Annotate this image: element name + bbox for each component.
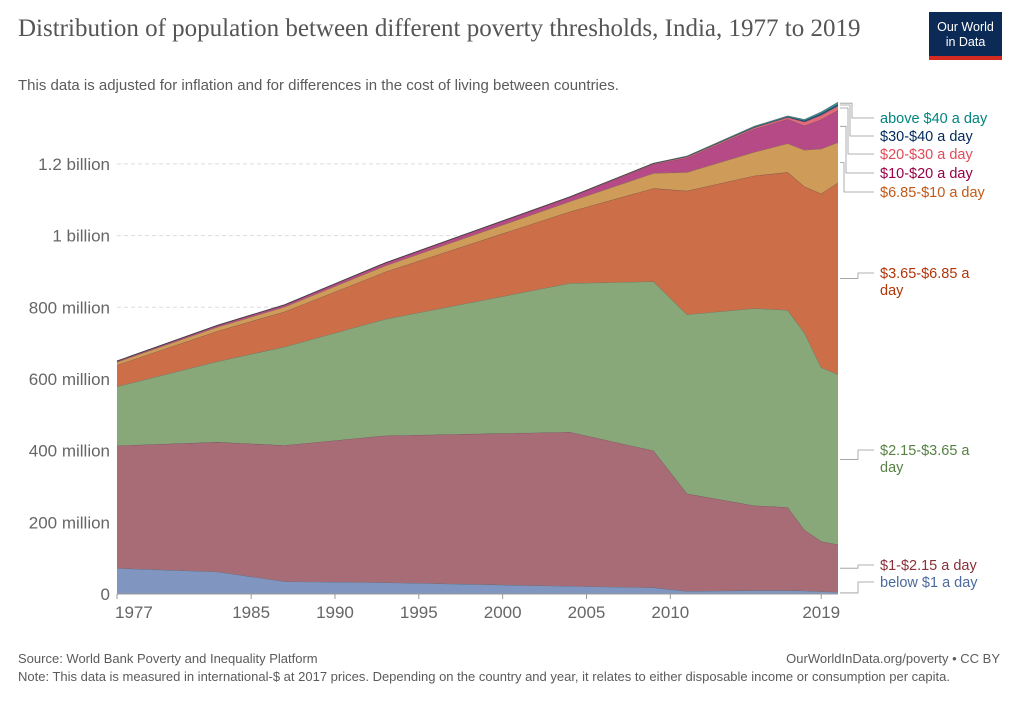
series-label-line: $20-$30 a day [880,147,973,163]
logo-line-2: in Data [945,35,986,49]
series-label-line: below $1 a day [880,575,978,591]
series-label: $20-$30 a day [880,147,973,163]
series-label: below $1 a day [880,575,978,591]
area-series-2 [117,281,838,545]
y-tick-label: 1 billion [52,227,110,246]
stacked-area-chart: 0 200 million 400 million 600 million 800 mi… [29,101,988,622]
series-label: above $40 a day [880,111,988,127]
y-tick-label: 400 million [29,442,110,461]
series-label: $1-$2.15 a day [880,558,977,574]
logo-line-1: Our World [937,20,994,34]
area-series-0 [117,568,838,594]
source-note: Source: World Bank Poverty and Inequalit… [18,651,318,666]
series-label-line: $10-$20 a day [880,166,973,182]
label-connector [840,162,874,193]
label-connector [840,449,874,460]
chart-title: Distribution of population between diffe… [18,15,861,42]
series-label-line: $6.85-$10 a day [880,185,986,201]
y-tick-label: 200 million [29,513,110,532]
x-tick-label: 1985 [232,603,270,622]
series-label: $3.65-$6.85 a day [880,266,970,299]
label-connector [840,107,874,155]
series-label-line: $2.15-$3.65 a [880,443,970,459]
series-label-line: day [880,283,904,299]
area-series-4 [117,142,838,365]
series-label-line: $30-$40 a day [880,129,973,145]
x-tick-label: 2005 [568,603,606,622]
x-tick-label: 1977 [115,603,153,622]
y-tick-label: 0 [101,585,110,604]
series-label-line: above $40 a day [880,111,988,127]
label-connector [840,564,874,569]
series-label: $2.15-$3.65 a day [880,443,970,476]
label-connector [840,125,874,174]
area-series-3 [117,172,838,387]
x-tick-label: 2000 [484,603,522,622]
area-series-5 [117,110,838,363]
series-label-line: $1-$2.15 a day [880,558,977,574]
series-edge-2 [116,281,839,387]
area-series-1 [117,432,838,592]
label-connector [840,102,874,119]
data-note: Note: This data is measured in internati… [18,669,950,684]
y-tick-label: 600 million [29,370,110,389]
label-connector [840,581,874,594]
chart-subtitle: This data is adjusted for inflation and … [18,77,619,94]
x-tick-label: 2019 [802,603,840,622]
label-connector [840,272,874,279]
x-tick-label: 2010 [651,603,689,622]
owid-logo[interactable]: Our World in Data [929,12,1002,60]
series-edge-8 [116,101,839,362]
y-tick-label: 800 million [29,298,110,317]
y-tick-label: 1.2 billion [38,155,110,174]
series-edge-3 [116,171,839,366]
series-label: $10-$20 a day [880,166,973,182]
label-connector [840,104,874,137]
license-link[interactable]: OurWorldInData.org/poverty • CC BY [786,651,1000,666]
series-label: $6.85-$10 a day [880,185,986,201]
series-label-line: $3.65-$6.85 a [880,266,970,282]
series-label-line: day [880,460,904,476]
series-label: $30-$40 a day [880,129,973,145]
x-tick-label: 1990 [316,603,354,622]
x-tick-label: 1995 [400,603,438,622]
